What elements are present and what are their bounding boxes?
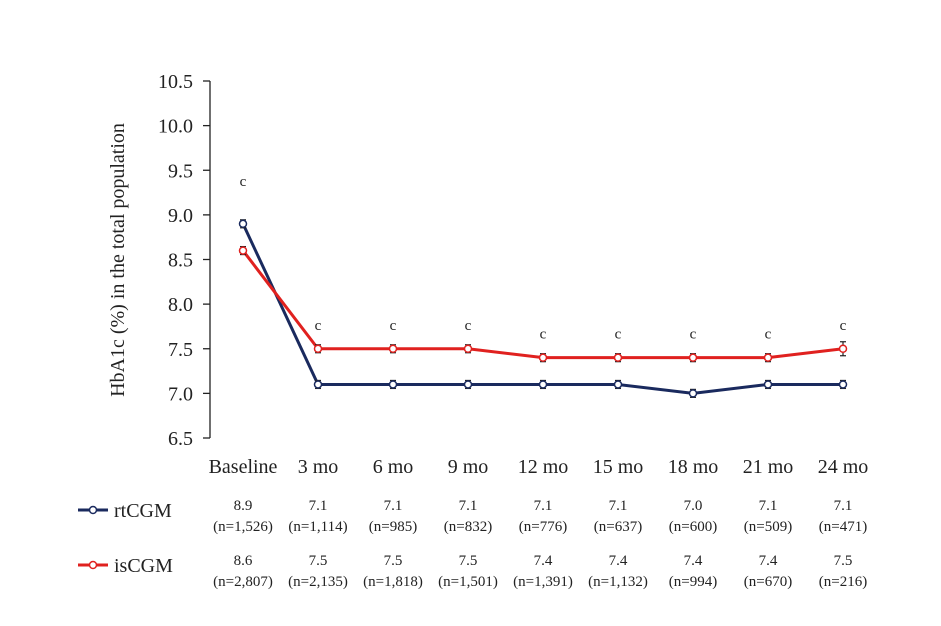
table-n: (n=509) bbox=[744, 519, 792, 535]
x-tick-label: 21 mo bbox=[743, 456, 794, 478]
significance-marker: c bbox=[615, 327, 622, 343]
data-point-rtCGM bbox=[238, 219, 248, 229]
table-n: (n=776) bbox=[519, 519, 567, 535]
data-point-isCGM bbox=[613, 353, 623, 362]
data-point-isCGM bbox=[463, 344, 473, 353]
table-n: (n=600) bbox=[669, 519, 717, 535]
data-point-isCGM bbox=[838, 344, 848, 353]
y-tick-label: 9.0 bbox=[168, 205, 193, 227]
table-n: (n=1,501) bbox=[438, 574, 498, 590]
x-tick-label: Baseline bbox=[209, 456, 278, 478]
significance-marker: c bbox=[690, 327, 697, 343]
y-tick-label: 7.0 bbox=[168, 383, 193, 405]
series-line-rtCGM bbox=[241, 223, 843, 395]
table-n: (n=2,135) bbox=[288, 574, 348, 590]
table-value: 7.1 bbox=[759, 498, 778, 514]
y-tick-label: 6.5 bbox=[168, 428, 193, 450]
y-tick-label: 9.5 bbox=[168, 160, 193, 182]
table-n: (n=1,526) bbox=[213, 519, 273, 535]
table-value: 7.4 bbox=[609, 553, 628, 569]
table-value: 7.1 bbox=[534, 498, 553, 514]
data-point-isCGM bbox=[688, 353, 698, 362]
significance-marker: c bbox=[390, 318, 397, 334]
table-value: 7.1 bbox=[459, 498, 478, 514]
table-n: (n=1,132) bbox=[588, 574, 648, 590]
table-n: (n=2,807) bbox=[213, 574, 273, 590]
data-point-rtCGM bbox=[763, 380, 773, 389]
data-point-isCGM bbox=[388, 344, 398, 353]
table-value: 7.1 bbox=[384, 498, 403, 514]
data-point-isCGM bbox=[763, 353, 773, 362]
significance-marker: c bbox=[765, 327, 772, 343]
legend-marker-isCGM bbox=[88, 560, 98, 570]
table-value: 7.4 bbox=[759, 553, 778, 569]
x-tick-label: 24 mo bbox=[818, 456, 869, 478]
table-value: 8.9 bbox=[234, 498, 253, 514]
table-value: 8.6 bbox=[234, 553, 253, 569]
table-value: 7.5 bbox=[384, 553, 403, 569]
table-n: (n=994) bbox=[669, 574, 717, 590]
x-tick-label: 15 mo bbox=[593, 456, 644, 478]
table-value: 7.5 bbox=[459, 553, 478, 569]
table-n: (n=471) bbox=[819, 519, 867, 535]
table-value: 7.1 bbox=[834, 498, 853, 514]
data-point-rtCGM bbox=[613, 380, 623, 389]
y-tick-label: 7.5 bbox=[168, 339, 193, 361]
significance-marker: c bbox=[240, 174, 247, 190]
data-point-rtCGM bbox=[388, 380, 398, 389]
y-tick-label: 8.5 bbox=[168, 250, 193, 272]
legend-marker-rtCGM bbox=[88, 505, 98, 515]
significance-marker: c bbox=[465, 318, 472, 334]
data-point-rtCGM bbox=[688, 389, 698, 398]
table-n: (n=637) bbox=[594, 519, 642, 535]
significance-marker: c bbox=[315, 318, 322, 334]
x-tick-label: 12 mo bbox=[518, 456, 569, 478]
x-tick-label: 3 mo bbox=[298, 456, 339, 478]
table-n: (n=670) bbox=[744, 574, 792, 590]
table-n: (n=1,818) bbox=[363, 574, 423, 590]
data-point-rtCGM bbox=[463, 380, 473, 389]
table-value: 7.1 bbox=[309, 498, 328, 514]
data-point-isCGM bbox=[538, 353, 548, 362]
data-point-rtCGM bbox=[538, 380, 548, 389]
y-tick-label: 8.0 bbox=[168, 294, 193, 316]
table-n: (n=985) bbox=[369, 519, 417, 535]
table-value: 7.5 bbox=[309, 553, 328, 569]
table-value: 7.4 bbox=[534, 553, 553, 569]
data-point-isCGM bbox=[313, 344, 323, 353]
significance-marker: c bbox=[540, 327, 547, 343]
table-n: (n=832) bbox=[444, 519, 492, 535]
x-tick-label: 6 mo bbox=[373, 456, 414, 478]
y-tick-label: 10.5 bbox=[158, 71, 193, 93]
legend-label: isCGM bbox=[114, 555, 173, 577]
x-tick-label: 18 mo bbox=[668, 456, 719, 478]
data-point-isCGM bbox=[238, 246, 248, 255]
legend-label: rtCGM bbox=[114, 500, 172, 522]
table-value: 7.4 bbox=[684, 553, 703, 569]
table-value: 7.5 bbox=[834, 553, 853, 569]
table-value: 7.1 bbox=[609, 498, 628, 514]
table-n: (n=1,114) bbox=[288, 519, 347, 535]
table-value: 7.0 bbox=[684, 498, 703, 514]
y-axis-label: HbA1c (%) in the total population bbox=[107, 123, 129, 397]
table-n: (n=216) bbox=[819, 574, 867, 590]
y-tick-label: 10.0 bbox=[158, 116, 193, 138]
data-point-rtCGM bbox=[838, 380, 848, 389]
data-point-rtCGM bbox=[313, 380, 323, 389]
x-tick-label: 9 mo bbox=[448, 456, 489, 478]
significance-marker: c bbox=[840, 318, 847, 334]
table-n: (n=1,391) bbox=[513, 574, 573, 590]
